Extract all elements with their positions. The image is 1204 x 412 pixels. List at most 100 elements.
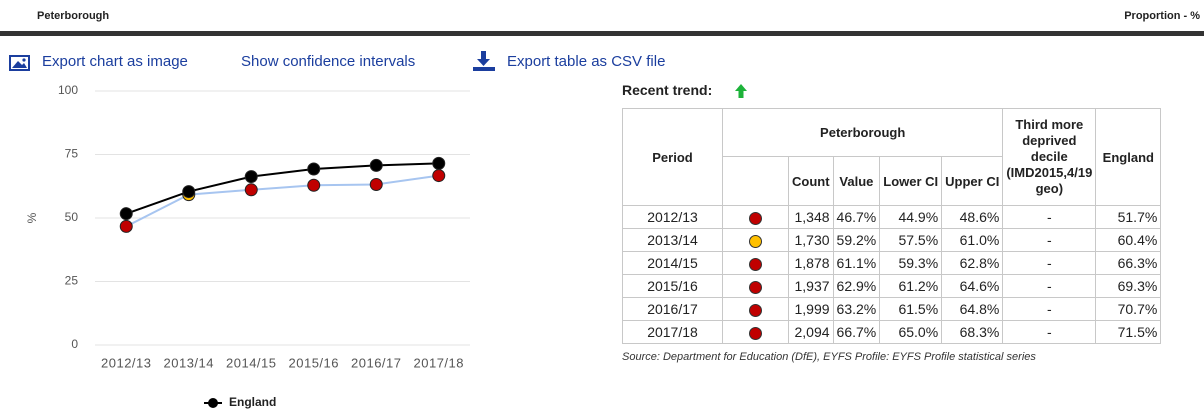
status-cell bbox=[722, 205, 789, 229]
th-deprived: Third more deprived decile (IMD2015,4/19… bbox=[1002, 108, 1097, 206]
table-cell: 61.0% bbox=[941, 228, 1004, 252]
y-tick-label: 75 bbox=[65, 147, 79, 161]
th-sub: Lower CI bbox=[879, 156, 943, 206]
table-cell: 2014/15 bbox=[622, 251, 723, 275]
legend-label: England bbox=[229, 395, 276, 409]
download-icon bbox=[473, 51, 495, 71]
series-line bbox=[125, 162, 439, 215]
status-dot bbox=[749, 211, 762, 225]
y-tick-label: 25 bbox=[65, 274, 79, 288]
th-sub: Value bbox=[832, 156, 881, 206]
table-cell: - bbox=[1002, 251, 1097, 275]
table-cell: 66.7% bbox=[832, 320, 881, 344]
status-dot bbox=[749, 234, 762, 248]
table-cell: 1,878 bbox=[788, 251, 834, 275]
x-tick-label: 2012/13 bbox=[101, 355, 152, 370]
export-csv-link[interactable]: Export table as CSV file bbox=[507, 53, 666, 70]
table-row: 2015/16 1,937 62.9% 61.2% 64.6% -69.3% bbox=[622, 274, 1162, 298]
data-point bbox=[369, 158, 383, 172]
data-point bbox=[244, 170, 258, 184]
status-dot bbox=[749, 257, 762, 271]
confidence-link[interactable]: Show confidence intervals bbox=[241, 53, 416, 70]
table-cell: 61.5% bbox=[879, 297, 943, 321]
data-point bbox=[182, 185, 196, 199]
legend-marker bbox=[208, 398, 218, 408]
chart: % 0 25 50 75 100 2012/13 2013/14 2014/15 2015/16… bbox=[25, 83, 470, 409]
trend-label: Recent trend: bbox=[622, 82, 713, 98]
table-cell: 59.3% bbox=[879, 251, 943, 275]
status-cell bbox=[722, 274, 789, 298]
table-cell: 48.6% bbox=[941, 205, 1004, 229]
table-cell: 65.0% bbox=[879, 320, 943, 344]
data-point bbox=[119, 219, 133, 233]
table-cell: 2012/13 bbox=[622, 205, 723, 229]
table-row: 2012/13 1,348 46.7% 44.9% 48.6% -51.7% bbox=[622, 205, 1162, 229]
data-point bbox=[307, 178, 321, 192]
status-cell bbox=[722, 251, 789, 275]
table-cell: 70.7% bbox=[1095, 297, 1162, 321]
table-row: 2014/15 1,878 61.1% 59.3% 62.8% -66.3% bbox=[622, 251, 1162, 275]
table-cell: - bbox=[1002, 297, 1097, 321]
source-note: Source: Department for Education (DfE), … bbox=[622, 351, 1036, 363]
table-cell: 2017/18 bbox=[622, 320, 723, 344]
data-point bbox=[307, 162, 321, 176]
table-cell: 62.8% bbox=[941, 251, 1004, 275]
x-tick-label: 2013/14 bbox=[164, 355, 215, 370]
table-row: 2013/14 1,730 59.2% 57.5% 61.0% -60.4% bbox=[622, 228, 1162, 252]
y-tick-label: 0 bbox=[71, 337, 78, 351]
y-tick-label: 100 bbox=[58, 83, 78, 97]
export-image-link[interactable]: Export chart as image bbox=[42, 53, 188, 70]
image-icon bbox=[9, 55, 30, 71]
status-cell bbox=[722, 320, 789, 344]
data-point bbox=[432, 169, 446, 183]
data-table: Period Peterborough Third more deprived … bbox=[622, 108, 1162, 344]
x-tick-label: 2017/18 bbox=[414, 355, 465, 370]
table-cell: 1,937 bbox=[788, 274, 834, 298]
th-period: Period bbox=[622, 108, 723, 206]
area-title: Peterborough bbox=[37, 10, 110, 22]
table-row: 2017/18 2,094 66.7% 65.0% 68.3% -71.5% bbox=[622, 320, 1162, 344]
x-tick-label: 2014/15 bbox=[226, 355, 277, 370]
table-cell: 1,348 bbox=[788, 205, 834, 229]
trend-arrow bbox=[735, 84, 747, 98]
table-cell: 2015/16 bbox=[622, 274, 723, 298]
table-cell: 57.5% bbox=[879, 228, 943, 252]
data-point bbox=[244, 183, 258, 197]
status-dot bbox=[749, 280, 762, 294]
table-row: 2016/17 1,999 63.2% 61.5% 64.8% -70.7% bbox=[622, 297, 1162, 321]
table-cell: - bbox=[1002, 205, 1097, 229]
table-cell: 2013/14 bbox=[622, 228, 723, 252]
data-point bbox=[119, 207, 133, 221]
table-cell: 59.2% bbox=[832, 228, 881, 252]
status-cell bbox=[722, 228, 789, 252]
x-tick-label: 2015/16 bbox=[289, 355, 340, 370]
th-status bbox=[722, 156, 789, 206]
th-area: Peterborough bbox=[721, 108, 1004, 157]
table-cell: 69.3% bbox=[1095, 274, 1162, 298]
table-cell: 61.2% bbox=[879, 274, 943, 298]
table-cell: 60.4% bbox=[1095, 228, 1162, 252]
table-cell: 44.9% bbox=[879, 205, 943, 229]
th-sub: Count bbox=[788, 156, 834, 206]
table-cell: 61.1% bbox=[832, 251, 881, 275]
series-line bbox=[125, 174, 439, 228]
data-point bbox=[369, 177, 383, 191]
y-tick-label: 50 bbox=[65, 210, 79, 224]
table-cell: 1,999 bbox=[788, 297, 834, 321]
table-cell: 2,094 bbox=[788, 320, 834, 344]
table-cell: 64.8% bbox=[941, 297, 1004, 321]
status-dot bbox=[749, 303, 762, 317]
header-rule bbox=[0, 31, 1204, 36]
table-cell: 51.7% bbox=[1095, 205, 1162, 229]
table-cell: 71.5% bbox=[1095, 320, 1162, 344]
table-cell: 66.3% bbox=[1095, 251, 1162, 275]
table-cell: - bbox=[1002, 274, 1097, 298]
table-cell: 46.7% bbox=[832, 205, 881, 229]
table-cell: - bbox=[1002, 228, 1097, 252]
status-cell bbox=[722, 297, 789, 321]
table-cell: 63.2% bbox=[832, 297, 881, 321]
table-cell: 64.6% bbox=[941, 274, 1004, 298]
table-cell: 62.9% bbox=[832, 274, 881, 298]
unit-label: Proportion - % bbox=[1124, 10, 1200, 22]
